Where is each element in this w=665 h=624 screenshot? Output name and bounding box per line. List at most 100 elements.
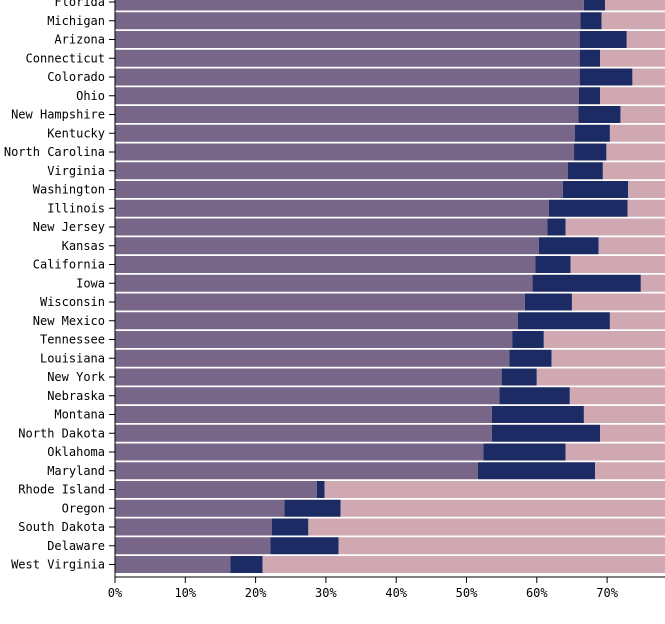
y-tick-label-south-dakota: South Dakota [18,520,105,534]
y-tick-label-rhode-island: Rhode Island [18,483,105,497]
y-tick-label-nebraska: Nebraska [47,389,105,403]
bar-colorado-segment-1 [115,68,580,86]
y-tick-label-colorado: Colorado [47,70,105,84]
y-tick-label-michigan: Michigan [47,14,105,28]
bar-kansas-segment-1 [115,237,539,255]
bar-connecticut-segment-1 [115,49,580,67]
x-tick-label: 0% [108,586,123,600]
y-tick-label-oregon: Oregon [62,501,105,515]
bar-nebraska-segment-1 [115,387,500,405]
bar-south-dakota-segment-1 [115,518,272,536]
bar-wisconsin-segment-1 [115,293,525,311]
bar-arizona-segment-2 [579,31,627,48]
bar-west-virginia-segment-1 [115,556,231,573]
bar-kentucky-segment-1 [115,124,575,142]
bar-illinois-segment-2 [548,199,628,217]
y-tick-label-north-carolina: North Carolina [4,145,105,159]
bar-kansas-segment-3 [598,237,665,255]
y-tick-label-arizona: Arizona [54,33,105,47]
y-tick-label-washington: Washington [33,183,105,197]
bar-oklahoma-segment-3 [565,443,665,461]
bar-tennessee-segment-2 [512,331,544,348]
bar-arizona-segment-3 [626,31,665,48]
x-tick-label: 50% [456,586,478,600]
bar-north-carolina-segment-3 [606,143,665,161]
y-tick-label-tennessee: Tennessee [40,333,105,347]
y-tick-label-new-hampshire: New Hampshire [11,108,105,122]
bar-iowa-segment-2 [532,274,641,292]
bar-connecticut-segment-2 [579,49,601,67]
y-tick-label-oklahoma: Oklahoma [47,445,105,459]
bar-nebraska-segment-3 [569,387,665,405]
bar-nebraska-segment-2 [499,387,570,405]
bar-illinois-segment-3 [627,199,665,217]
bar-ohio-segment-3 [600,87,665,105]
x-tick-label: 70% [596,586,618,600]
bar-north-carolina-segment-1 [115,143,575,161]
bar-maryland-segment-1 [115,462,478,480]
bar-new-mexico-segment-3 [609,312,665,330]
bar-colorado-segment-3 [632,68,665,86]
bar-delaware-segment-2 [270,537,339,555]
bar-virginia-segment-1 [115,162,568,180]
bar-ohio-segment-1 [115,87,579,105]
bar-michigan-segment-3 [601,12,665,30]
bar-oregon-segment-3 [340,499,665,517]
y-tick-label-louisiana: Louisiana [40,351,105,365]
bar-oklahoma-segment-2 [483,443,566,461]
y-tick-label-new-mexico: New Mexico [33,314,105,328]
bar-new-york-segment-1 [115,368,502,386]
bar-louisiana-segment-2 [509,349,552,367]
bar-colorado-segment-2 [579,68,633,86]
bar-south-dakota-segment-3 [308,518,665,536]
bar-arizona-segment-1 [115,31,580,48]
bar-oregon-segment-1 [115,499,285,517]
x-tick-label: 30% [315,586,337,600]
bar-rhode-island-segment-3 [324,481,665,498]
bar-florida-segment-3 [604,0,665,11]
y-tick-label-delaware: Delaware [47,539,105,553]
bar-iowa-segment-3 [640,274,665,292]
bar-new-mexico-segment-2 [517,312,610,330]
bar-new-hampshire-segment-1 [115,106,579,123]
bar-virginia-segment-2 [567,162,603,180]
bars-layer [115,0,665,573]
y-tick-label-connecticut: Connecticut [26,51,105,65]
y-tick-label-virginia: Virginia [47,164,105,178]
bar-north-dakota-segment-1 [115,424,492,442]
bar-michigan-segment-2 [580,12,602,30]
bar-new-jersey-segment-2 [547,218,566,236]
bar-tennessee-segment-3 [543,331,665,348]
bar-washington-segment-1 [115,181,563,198]
bar-maryland-segment-3 [595,462,665,480]
y-tick-label-north-dakota: North Dakota [18,426,105,440]
bar-kentucky-segment-2 [574,124,610,142]
bar-washington-segment-3 [628,181,665,198]
bar-new-jersey-segment-3 [565,218,665,236]
bar-rhode-island-segment-1 [115,481,317,498]
bar-new-york-segment-2 [501,368,537,386]
bar-kentucky-segment-3 [609,124,665,142]
y-tick-label-new-jersey: New Jersey [33,220,105,234]
bar-new-mexico-segment-1 [115,312,518,330]
y-tick-label-west-virginia: West Virginia [11,558,105,572]
bar-california-segment-1 [115,256,536,273]
y-tick-label-kansas: Kansas [62,239,105,253]
bar-kansas-segment-2 [538,237,599,255]
bar-south-dakota-segment-2 [271,518,309,536]
bar-delaware-segment-1 [115,537,271,555]
y-tick-label-montana: Montana [54,408,105,422]
bar-wisconsin-segment-2 [524,293,572,311]
bar-ohio-segment-2 [578,87,601,105]
bar-wisconsin-segment-3 [571,293,665,311]
x-axis: 0% 10% 20% 30% 40% 50% 60% 70% [108,576,665,600]
bar-north-dakota-segment-3 [600,424,665,442]
y-tick-label-california: California [33,258,105,272]
bar-florida-segment-2 [583,0,605,11]
bar-montana-segment-1 [115,406,492,423]
bar-louisiana-segment-3 [551,349,665,367]
bar-new-hampshire-segment-2 [578,106,621,123]
bar-maryland-segment-2 [477,462,596,480]
bar-florida-segment-1 [115,0,584,11]
